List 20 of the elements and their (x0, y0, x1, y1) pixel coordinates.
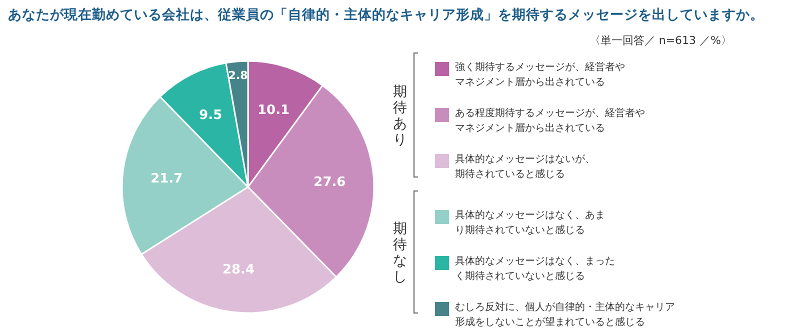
data-label: 2.8 (228, 69, 248, 82)
text: 期待なし (393, 221, 407, 285)
data-label: 21.7 (150, 171, 183, 186)
pie: 10.1 27.6 28.4 21.7 9.5 2.8 (121, 60, 375, 314)
text: 期待あり (393, 84, 407, 148)
chart-subtitle: 〈単一回答／ n=613 ／%〉 (589, 34, 732, 47)
legend-label: 具体的なメッセージはないが、期待されていると感じる (455, 153, 596, 182)
pie-slice (121, 96, 249, 256)
legend-label: 具体的なメッセージはなく、まったく期待されていないと感じる (455, 255, 616, 284)
pie-slice (225, 60, 249, 188)
data-label: 28.4 (222, 262, 255, 278)
legend-label: 具体的なメッセージはなく、あまり期待されていないと感じる (455, 209, 606, 238)
legend-label: むしろ反対に、個人が自律的・主体的なキャリア形成をしないことが望まれていると感じる (455, 300, 676, 330)
data-label: 27.6 (314, 175, 346, 190)
legend-label: 強く期待するメッセージが、経営者やマネジメント層から出されている (455, 60, 626, 90)
legend-label: ある程度期待するメッセージが、経営者やマネジメント層から出されている (455, 106, 646, 136)
pie-slice (140, 186, 337, 314)
data-label: 10.1 (257, 103, 290, 118)
data-label: 9.5 (199, 108, 222, 124)
chart-title: あなたが現在勤めている会社は、従業員の「自律的・主体的なキャリア形成」を期待するメッセージを出していますか。 (8, 6, 764, 23)
